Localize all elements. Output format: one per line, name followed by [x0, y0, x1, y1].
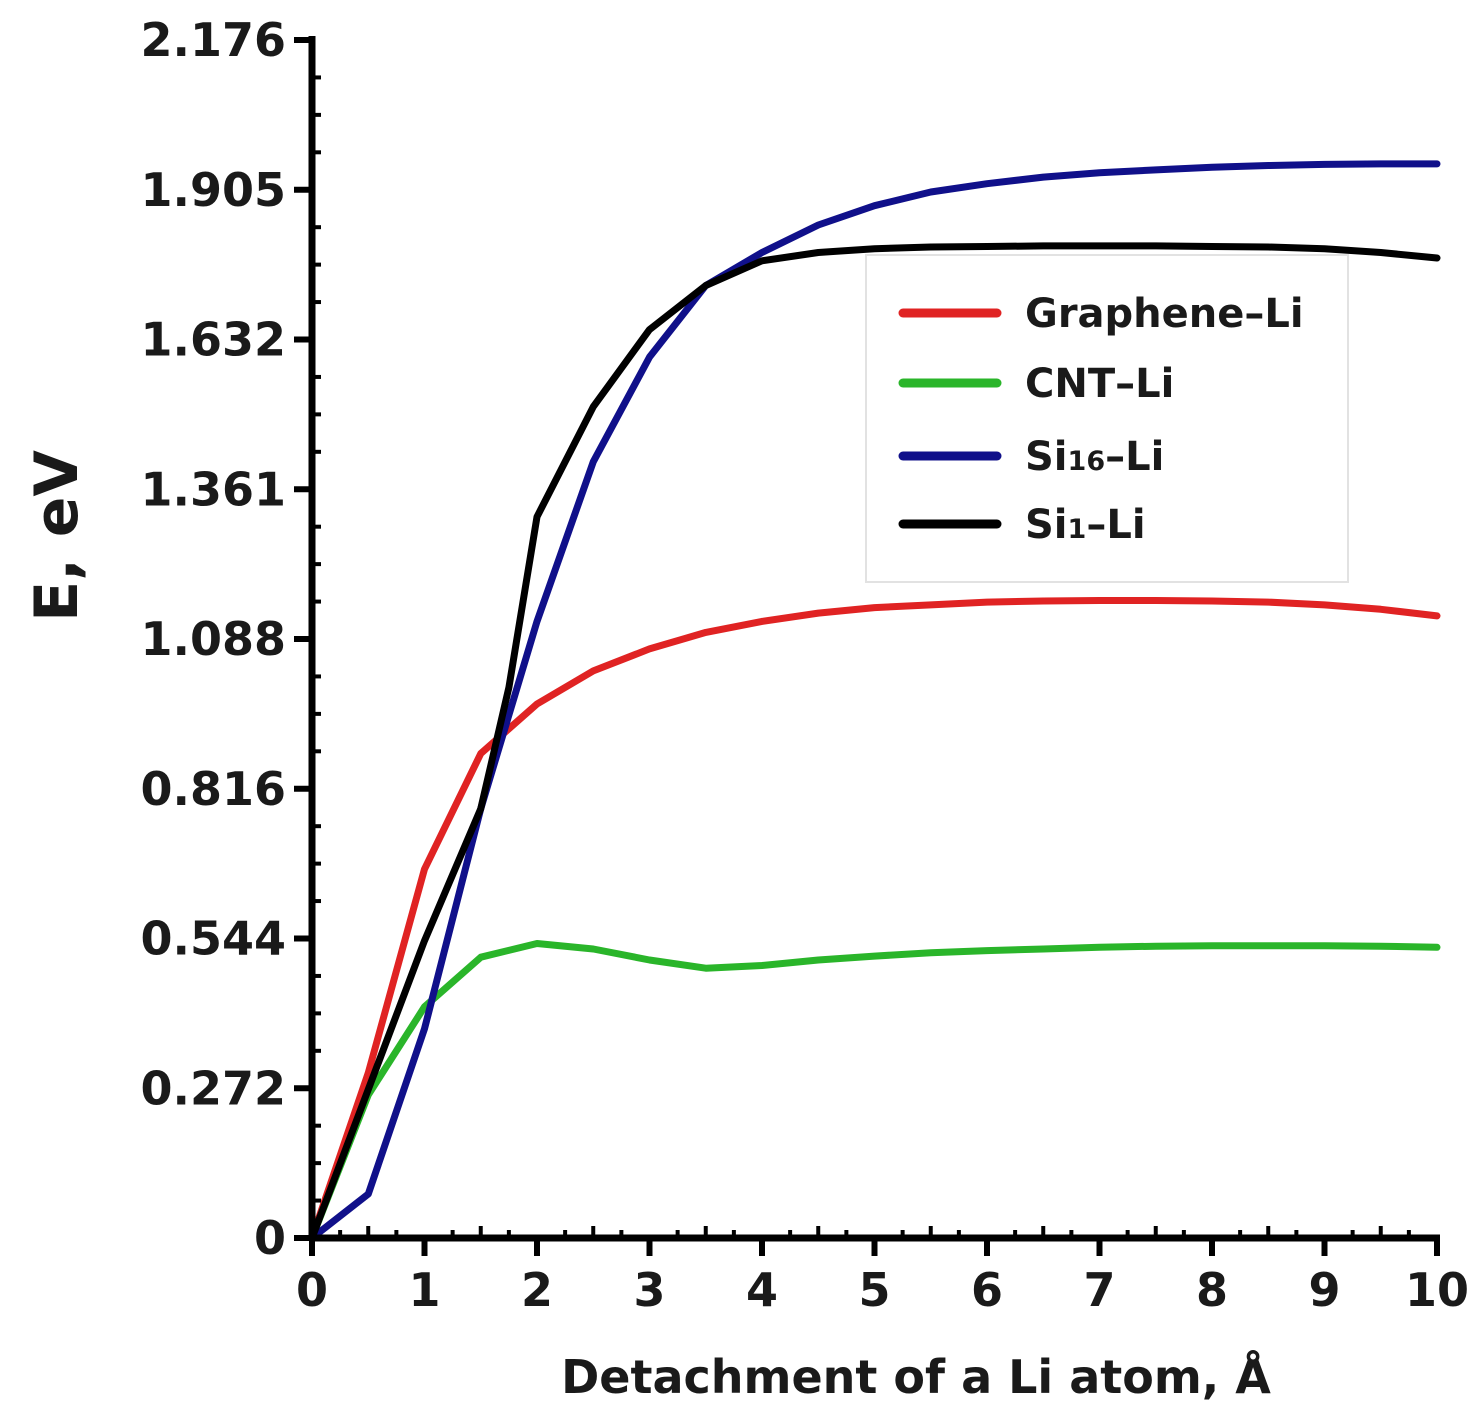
y-tick-label: 1.088	[140, 612, 286, 666]
y-tick-label: 1.905	[140, 163, 286, 217]
y-tick-label: 0	[254, 1211, 286, 1265]
x-tick-label: 7	[1083, 1263, 1115, 1317]
y-axis-title-group: E, eV	[22, 450, 92, 622]
x-tick-label: 3	[633, 1263, 665, 1317]
x-tick-label: 9	[1308, 1263, 1340, 1317]
y-tick-label: 0.544	[140, 912, 286, 966]
x-tick-label: 8	[1196, 1263, 1228, 1317]
series-line-3	[308, 242, 1441, 1242]
series-line-0	[308, 597, 1441, 1242]
x-tick-label: 4	[746, 1263, 778, 1317]
x-tick-label: 1	[408, 1263, 440, 1317]
x-tick-label: 10	[1405, 1263, 1469, 1317]
series-line-1	[308, 940, 1441, 1242]
y-tick-label: 2.176	[140, 13, 286, 67]
legend-label-3: Si1–Li	[1025, 502, 1146, 548]
legend-label-2: Si16–Li	[1025, 434, 1164, 480]
series-layer	[308, 160, 1441, 1242]
y-tick-label: 0.272	[140, 1061, 286, 1115]
axes-layer: 0 0.272 0.544 0.816 1.088 1.361 1.632 1.905 2.17…	[140, 13, 1469, 1317]
x-tick-label: 2	[521, 1263, 553, 1317]
x-tick-label: 6	[971, 1263, 1003, 1317]
y-tick-label: 1.361	[140, 462, 286, 516]
y-tick-label: 1.632	[140, 313, 286, 367]
x-tick-label: 0	[296, 1263, 328, 1317]
x-axis-title: Detachment of a Li atom, Å	[561, 1350, 1271, 1404]
legend-label-0: Graphene–Li	[1025, 291, 1304, 337]
y-axis-title: E, eV	[22, 450, 92, 622]
legend-label-1: CNT–Li	[1025, 361, 1174, 407]
y-tick-label: 0.816	[140, 762, 286, 816]
series-line-2	[308, 160, 1441, 1242]
x-tick-label: 5	[858, 1263, 890, 1317]
legend: Graphene–Li CNT–Li Si16–Li Si1–Li	[865, 254, 1349, 583]
